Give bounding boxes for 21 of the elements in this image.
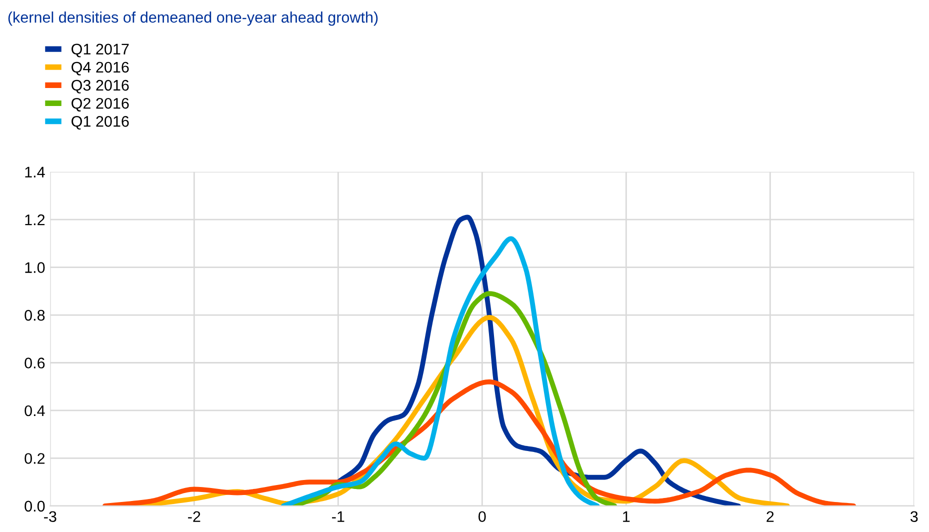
legend-label: Q2 2016 bbox=[72, 98, 129, 112]
x-tick-label: 0 bbox=[478, 511, 486, 522]
x-tick-label: 1 bbox=[623, 511, 630, 522]
legend-label: Q3 2016 bbox=[72, 80, 129, 94]
x-tick-label: 3 bbox=[910, 511, 918, 522]
y-tick-label: 0.8 bbox=[24, 310, 45, 321]
y-tick-label: 0.0 bbox=[24, 500, 45, 512]
y-tick-label: 1.2 bbox=[25, 214, 45, 226]
x-tick-label: -2 bbox=[188, 511, 200, 522]
legend-label: Q1 2017 bbox=[72, 44, 129, 58]
y-tick-label: 0.6 bbox=[24, 358, 45, 368]
x-tick-label: -3 bbox=[44, 511, 56, 522]
x-tick-label: 2 bbox=[766, 511, 774, 522]
y-tick-label: 0.4 bbox=[24, 405, 45, 416]
x-tick-label: -1 bbox=[332, 511, 344, 522]
legend-label: Q4 2016 bbox=[72, 62, 129, 76]
y-tick-label: 1.4 bbox=[25, 166, 45, 178]
chart-title: (kernel densities of demeaned one-year ahead growth) bbox=[8, 12, 378, 26]
y-tick-label: 1.0 bbox=[25, 262, 45, 273]
y-tick-label: 0.2 bbox=[24, 453, 45, 464]
legend-label: Q1 2016 bbox=[72, 116, 129, 130]
